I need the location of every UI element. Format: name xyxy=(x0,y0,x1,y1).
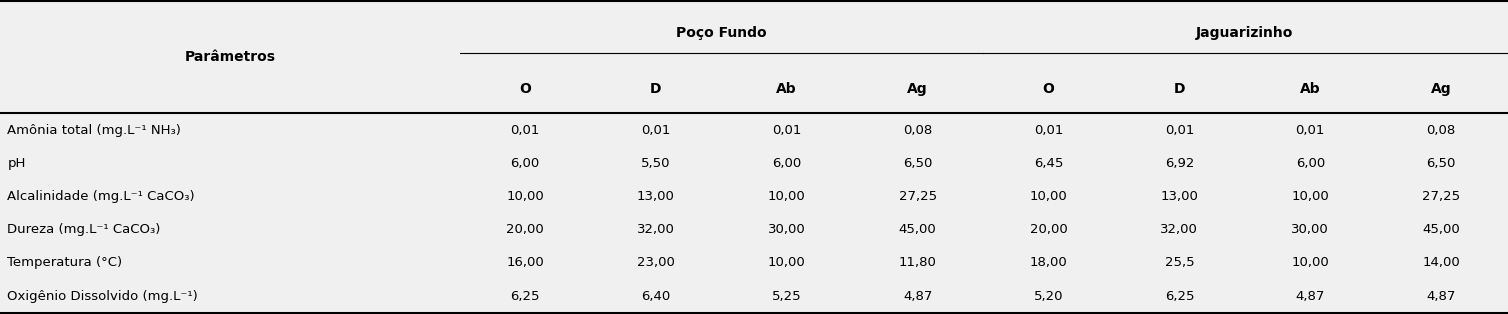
Text: Ab: Ab xyxy=(1300,82,1321,95)
Text: 32,00: 32,00 xyxy=(1161,223,1199,236)
Text: 10,00: 10,00 xyxy=(507,190,544,203)
Text: D: D xyxy=(650,82,662,95)
Text: 6,00: 6,00 xyxy=(772,157,801,170)
Text: 30,00: 30,00 xyxy=(768,223,805,236)
Text: 0,01: 0,01 xyxy=(1164,123,1194,137)
Text: 0,01: 0,01 xyxy=(641,123,671,137)
Text: 4,87: 4,87 xyxy=(903,290,932,302)
Text: 20,00: 20,00 xyxy=(1030,223,1068,236)
Text: Poço Fundo: Poço Fundo xyxy=(676,25,766,40)
Text: 0,01: 0,01 xyxy=(510,123,540,137)
Text: 6,50: 6,50 xyxy=(903,157,932,170)
Text: 25,5: 25,5 xyxy=(1164,256,1194,269)
Text: D: D xyxy=(1173,82,1185,95)
Text: 6,50: 6,50 xyxy=(1427,157,1455,170)
Text: Parâmetros: Parâmetros xyxy=(185,51,276,64)
Text: Jaguarizinho: Jaguarizinho xyxy=(1196,25,1294,40)
Text: Temperatura (°C): Temperatura (°C) xyxy=(8,256,122,269)
Text: 6,92: 6,92 xyxy=(1164,157,1194,170)
Text: 5,25: 5,25 xyxy=(772,290,802,302)
Text: 10,00: 10,00 xyxy=(768,190,805,203)
Text: 0,01: 0,01 xyxy=(1295,123,1326,137)
Text: Ag: Ag xyxy=(908,82,927,95)
Text: 6,00: 6,00 xyxy=(510,157,540,170)
Text: 16,00: 16,00 xyxy=(507,256,544,269)
Text: O: O xyxy=(519,82,531,95)
Text: 10,00: 10,00 xyxy=(1291,190,1329,203)
Text: 13,00: 13,00 xyxy=(1161,190,1199,203)
Text: 14,00: 14,00 xyxy=(1422,256,1460,269)
Text: 4,87: 4,87 xyxy=(1427,290,1455,302)
Text: Alcalinidade (mg.L⁻¹ CaCO₃): Alcalinidade (mg.L⁻¹ CaCO₃) xyxy=(8,190,195,203)
Text: 4,87: 4,87 xyxy=(1295,290,1326,302)
Text: 45,00: 45,00 xyxy=(899,223,936,236)
Text: O: O xyxy=(1042,82,1054,95)
Text: 20,00: 20,00 xyxy=(507,223,544,236)
Text: 6,25: 6,25 xyxy=(1164,290,1194,302)
Text: 18,00: 18,00 xyxy=(1030,256,1068,269)
Text: 6,00: 6,00 xyxy=(1295,157,1326,170)
Text: 6,25: 6,25 xyxy=(510,290,540,302)
Text: 0,01: 0,01 xyxy=(1034,123,1063,137)
Text: 23,00: 23,00 xyxy=(636,256,674,269)
Text: 32,00: 32,00 xyxy=(636,223,674,236)
Text: 0,08: 0,08 xyxy=(1427,123,1455,137)
Text: Ab: Ab xyxy=(777,82,798,95)
Text: 10,00: 10,00 xyxy=(1291,256,1329,269)
Text: 27,25: 27,25 xyxy=(899,190,936,203)
Text: 5,20: 5,20 xyxy=(1034,290,1063,302)
Text: Oxigênio Dissolvido (mg.L⁻¹): Oxigênio Dissolvido (mg.L⁻¹) xyxy=(8,290,198,302)
Text: 5,50: 5,50 xyxy=(641,157,671,170)
Text: 13,00: 13,00 xyxy=(636,190,674,203)
Text: 0,01: 0,01 xyxy=(772,123,801,137)
Text: 11,80: 11,80 xyxy=(899,256,936,269)
Text: Dureza (mg.L⁻¹ CaCO₃): Dureza (mg.L⁻¹ CaCO₃) xyxy=(8,223,161,236)
Text: Ag: Ag xyxy=(1431,82,1452,95)
Text: Amônia total (mg.L⁻¹ NH₃): Amônia total (mg.L⁻¹ NH₃) xyxy=(8,123,181,137)
Text: 6,40: 6,40 xyxy=(641,290,671,302)
Text: 27,25: 27,25 xyxy=(1422,190,1460,203)
Text: 30,00: 30,00 xyxy=(1291,223,1329,236)
Text: 10,00: 10,00 xyxy=(1030,190,1068,203)
Text: 6,45: 6,45 xyxy=(1034,157,1063,170)
Text: 10,00: 10,00 xyxy=(768,256,805,269)
Text: 0,08: 0,08 xyxy=(903,123,932,137)
Text: 45,00: 45,00 xyxy=(1422,223,1460,236)
Text: pH: pH xyxy=(8,157,26,170)
